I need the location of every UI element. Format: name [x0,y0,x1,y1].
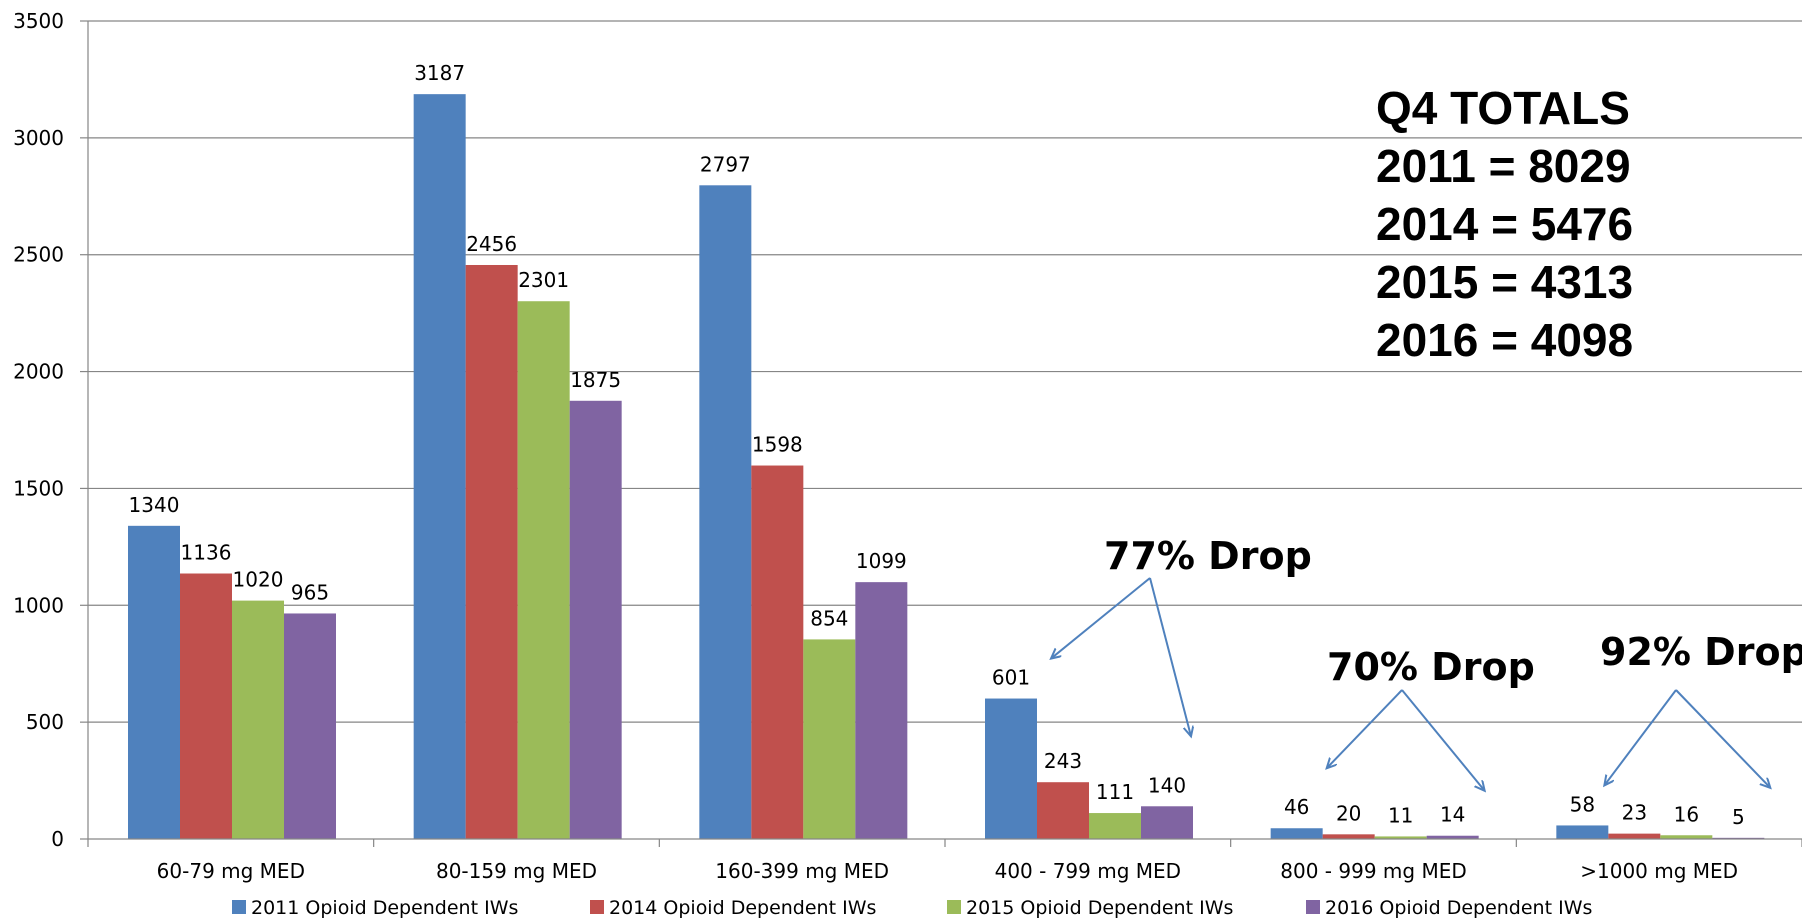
bar [803,639,856,839]
data-label: 243 [1044,749,1082,773]
axes [80,20,1802,847]
bar [517,301,570,840]
drop-label-800-999: 70% Drop [1327,645,1535,689]
totals-annotation: Q4 TOTALS 2011 = 8029 2014 = 5476 2015 =… [1376,82,1633,366]
totals-2015: 2015 = 4313 [1376,256,1633,308]
category-label: 160-399 mg MED [715,859,889,883]
bar [1426,835,1479,839]
totals-heading: Q4 TOTALS [1376,82,1630,134]
data-label: 1598 [752,433,803,457]
bar [232,600,284,839]
data-label: 1020 [233,568,284,592]
y-tick-label: 2500 [13,243,64,267]
data-label: 111 [1096,780,1134,804]
bar [1270,828,1323,839]
y-axis-tick-labels: 0 500 1000 1500 2000 2500 3000 3500 [13,9,64,851]
y-tick-label: 3000 [13,126,64,150]
drop-arrow [1149,577,1191,736]
bar [284,613,336,839]
bar [1089,813,1141,839]
data-label: 1099 [856,549,907,573]
legend-swatch [590,900,604,914]
totals-2014: 2014 = 5476 [1376,198,1633,250]
data-label: 140 [1148,773,1186,797]
bar [465,264,518,840]
bar [1322,834,1375,839]
data-label: 46 [1284,795,1309,819]
bar [128,525,180,839]
drop-arrow [1401,689,1485,791]
bar [1037,782,1089,839]
bar [751,465,804,839]
bar [985,698,1037,839]
bar [413,94,466,839]
category-label: 400 - 799 mg MED [995,859,1181,883]
drop-label-400-799: 77% Drop [1104,534,1312,578]
gridlines [88,20,1802,723]
bar [180,573,232,839]
data-label: 11 [1388,803,1413,827]
y-tick-label: 2000 [13,360,64,384]
y-tick-label: 3500 [13,9,64,33]
totals-2011: 2011 = 8029 [1376,140,1631,192]
bar [569,400,622,839]
drop-arrow [1675,689,1770,788]
legend-label: 2014 Opioid Dependent IWs [609,897,876,919]
y-tick-label: 500 [26,710,64,734]
data-label: 601 [992,666,1030,690]
data-label: 1340 [129,493,180,517]
y-tick-label: 1000 [13,593,64,617]
bars [128,94,1765,840]
legend-swatch [232,900,246,914]
data-label: 2301 [518,268,569,292]
data-label: 23 [1622,801,1647,825]
legend-swatch [947,900,961,914]
data-label: 20 [1336,801,1361,825]
bar [1608,833,1661,839]
data-label: 2797 [700,152,751,176]
legend-label: 2016 Opioid Dependent IWs [1325,897,1592,919]
data-label: 58 [1570,792,1595,816]
bar [1660,835,1713,839]
data-label: 14 [1440,803,1465,827]
data-label: 854 [810,606,848,630]
bar [1556,825,1609,839]
data-label: 3187 [414,61,465,85]
data-label: 2456 [466,232,517,256]
drop-arrow [1604,689,1677,785]
totals-2016: 2016 = 4098 [1376,314,1633,366]
drop-arrow [1327,689,1403,768]
legend-label: 2015 Opioid Dependent IWs [966,897,1233,919]
drop-arrows [1051,577,1770,791]
y-tick-label: 0 [51,827,64,851]
y-tick-label: 1500 [13,476,64,500]
data-label: 965 [291,580,329,604]
category-labels: 60-79 mg MED 80-159 mg MED 160-399 mg MED 4… [157,859,1738,883]
bar [855,582,908,839]
category-label: 60-79 mg MED [157,859,305,883]
drop-label-1000-plus: 92% Drop [1600,630,1802,674]
category-label: >1000 mg MED [1580,859,1738,883]
bar [699,185,752,839]
drop-arrow [1051,577,1151,659]
data-label: 5 [1732,805,1745,829]
category-label: 800 - 999 mg MED [1280,859,1466,883]
bar [1141,806,1193,839]
data-label: 1875 [570,368,621,392]
data-label: 1136 [181,541,232,565]
data-label: 16 [1674,802,1699,826]
legend-swatch [1306,900,1320,914]
category-label: 80-159 mg MED [436,859,597,883]
legend-label: 2011 Opioid Dependent IWs [251,897,518,919]
bar [1374,836,1427,839]
legend: 2011 Opioid Dependent IWs 2014 Opioid Dep… [232,897,1592,919]
drop-annotations: 77% Drop 70% Drop 92% Drop [1104,534,1802,689]
